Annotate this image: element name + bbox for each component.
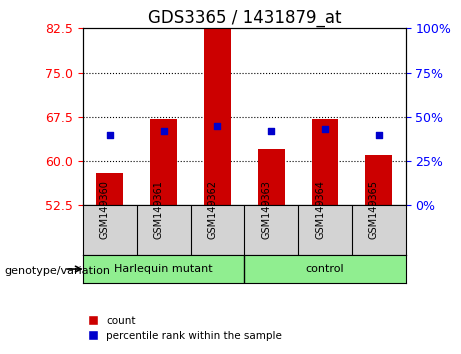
Title: GDS3365 / 1431879_at: GDS3365 / 1431879_at <box>148 9 341 27</box>
Point <box>214 123 221 129</box>
Text: GSM149361: GSM149361 <box>154 180 164 239</box>
Bar <box>150 119 177 205</box>
Text: GSM149363: GSM149363 <box>261 180 271 239</box>
Text: GSM149364: GSM149364 <box>315 180 325 239</box>
Point <box>321 126 329 132</box>
Text: control: control <box>306 264 344 274</box>
Text: genotype/variation: genotype/variation <box>5 266 111 276</box>
Bar <box>312 119 338 205</box>
Bar <box>96 173 123 205</box>
Bar <box>258 149 284 205</box>
Legend: count, percentile rank within the sample: count, percentile rank within the sample <box>83 312 287 345</box>
Point <box>375 132 383 137</box>
Bar <box>365 155 392 205</box>
Point <box>267 128 275 134</box>
Point <box>160 128 167 134</box>
Point <box>106 132 113 137</box>
Bar <box>204 22 231 205</box>
Text: GSM149365: GSM149365 <box>369 180 379 239</box>
Text: GSM149360: GSM149360 <box>100 180 110 239</box>
Text: GSM149362: GSM149362 <box>207 180 218 239</box>
Text: Harlequin mutant: Harlequin mutant <box>114 264 213 274</box>
